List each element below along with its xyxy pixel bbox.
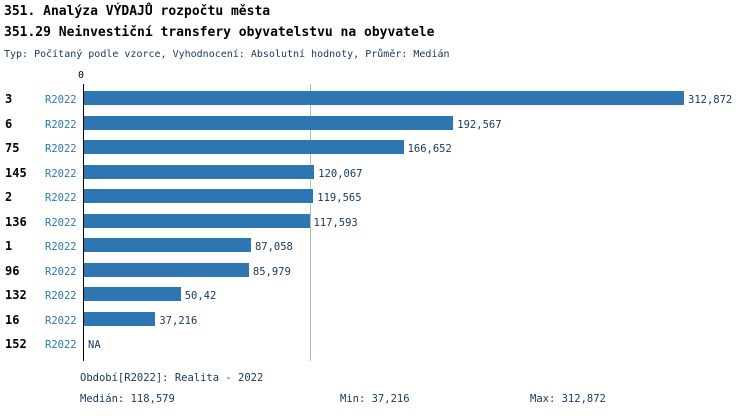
bar-row: 16 R2022 37,216 [0,309,750,333]
row-period-label: R2022 [45,290,77,302]
row-id-label: 145 [5,165,27,180]
median-line [310,84,311,361]
bar-value-label: NA [88,339,101,351]
row-id-label: 2 [5,190,13,204]
row-period-label: R2022 [45,216,77,229]
page-title: 351. Analýza VÝDAJŮ rozpočtu města [4,4,271,19]
bar-value-label: 87,058 [254,241,293,253]
y-axis-line [83,84,84,361]
bar-value-label: 119,565 [317,192,362,204]
bar-value-label: 50,42 [184,290,217,302]
chart-title: 351.29 Neinvestiční transfery obyvatelst… [4,25,435,40]
bar-value-label: 117,593 [313,216,358,229]
bar-row: 132 R2022 50,42 [0,284,750,308]
row-id-label: 16 [5,312,20,327]
bar-value-label: 37,216 [159,314,198,327]
bar-row: 1 R2022 87,058 [0,235,750,259]
row-period-label: R2022 [45,94,77,106]
row-period-label: R2022 [45,167,77,180]
row-period-label: R2022 [45,118,77,131]
bar [84,238,251,252]
bar [84,213,310,228]
bar-row: 152 R2022 NA [0,333,750,357]
row-id-label: 1 [5,239,13,253]
bar [84,311,156,326]
row-id-label: 6 [5,116,13,131]
row-id-label: 3 [5,92,13,106]
bar [84,189,314,203]
row-id-label: 132 [5,288,27,302]
row-period-label: R2022 [45,314,77,327]
median-stat: Medián: 118,579 [80,393,175,405]
bar-row: 136 R2022 117,593 [0,211,750,235]
bar-row: 6 R2022 192,567 [0,113,750,137]
row-period-label: R2022 [45,339,77,351]
bar-row: 145 R2022 120,067 [0,162,750,186]
period-label: Období[R2022]: Realita - 2022 [80,372,264,384]
max-stat: Max: 312,872 [530,393,606,405]
bar [84,115,454,130]
bar-row: 3 R2022 312,872 [0,88,750,112]
axis-zero-label: 0 [78,70,85,81]
row-id-label: 96 [5,263,20,278]
bar [84,262,249,277]
bar-value-label: 166,652 [407,143,452,155]
chart-meta: Typ: Počítaný podle vzorce, Vyhodnocení:… [4,49,450,60]
bar [84,91,684,105]
bar-value-label: 85,979 [252,265,291,278]
bar-value-label: 120,067 [318,167,363,180]
row-period-label: R2022 [45,192,77,204]
row-period-label: R2022 [45,241,77,253]
bar [84,287,181,301]
bar-value-label: 312,872 [688,94,733,106]
row-id-label: 136 [5,214,27,229]
row-id-label: 152 [5,337,27,351]
bar-row: 2 R2022 119,565 [0,186,750,210]
bar-row: 75 R2022 166,652 [0,137,750,161]
row-period-label: R2022 [45,265,77,278]
row-period-label: R2022 [45,143,77,155]
bar-row: 96 R2022 85,979 [0,260,750,284]
bar [84,164,315,179]
row-id-label: 75 [5,141,20,155]
bar [84,140,404,154]
bar-value-label: 192,567 [457,118,502,131]
min-stat: Min: 37,216 [340,393,410,405]
